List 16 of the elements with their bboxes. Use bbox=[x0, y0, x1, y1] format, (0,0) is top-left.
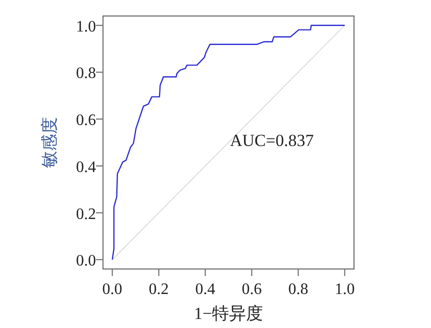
y-tick-label: 0.6 bbox=[76, 112, 96, 130]
x-tick-label: 0.2 bbox=[148, 281, 169, 298]
x-tick-label: 0.8 bbox=[288, 281, 308, 298]
x-axis-title: 1−特异度 bbox=[194, 304, 264, 323]
line-series bbox=[112, 24, 346, 260]
x-tick-label: 1.0 bbox=[334, 281, 355, 298]
x-tick-label: 0.6 bbox=[242, 281, 262, 298]
y-tick-label: 0.4 bbox=[76, 158, 96, 176]
y-axis-title: 敏感度 bbox=[40, 117, 59, 168]
annotation: AUC=0.837 bbox=[230, 131, 314, 150]
y-tick-label: 0.0 bbox=[76, 252, 96, 270]
y-tick-label: 0.2 bbox=[76, 206, 96, 223]
y-tick-label: 1.0 bbox=[76, 18, 96, 36]
x-tick-label: 0.0 bbox=[102, 281, 122, 298]
x-tick-label: 0.4 bbox=[195, 281, 216, 298]
y-tick-label: 0.8 bbox=[76, 65, 96, 82]
